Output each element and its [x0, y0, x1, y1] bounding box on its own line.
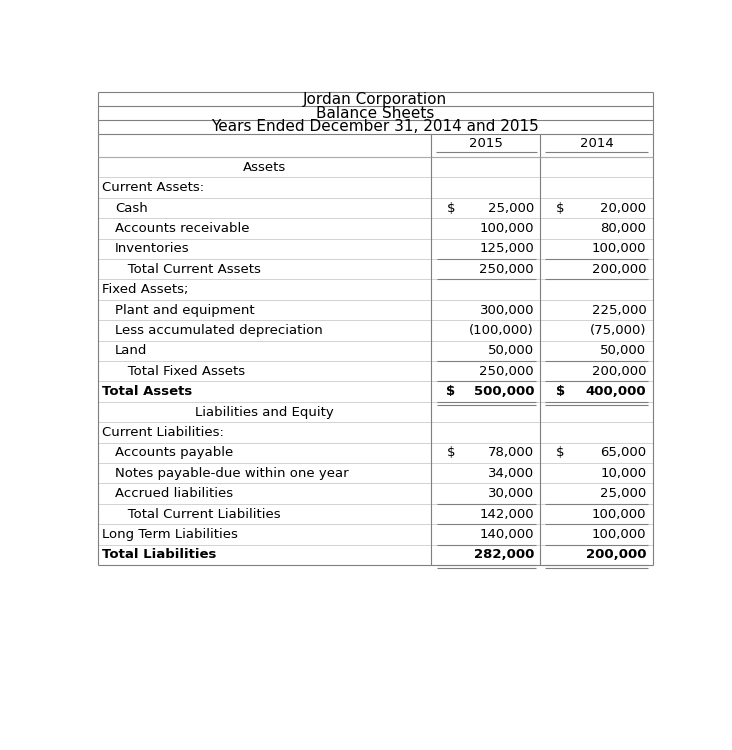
Text: 400,000: 400,000	[586, 386, 646, 398]
Text: Balance Sheets: Balance Sheets	[316, 106, 434, 121]
Text: Long Term Liabilities: Long Term Liabilities	[102, 528, 237, 541]
Text: 100,000: 100,000	[592, 242, 646, 255]
Text: 200,000: 200,000	[592, 262, 646, 276]
Text: Total Assets: Total Assets	[102, 386, 192, 398]
Text: $: $	[556, 386, 565, 398]
Text: $: $	[556, 446, 564, 459]
Text: Total Current Assets: Total Current Assets	[115, 262, 261, 276]
Text: 100,000: 100,000	[479, 222, 534, 235]
Text: Less accumulated depreciation: Less accumulated depreciation	[115, 324, 323, 337]
Text: 140,000: 140,000	[479, 528, 534, 541]
Text: 25,000: 25,000	[488, 202, 534, 214]
Text: Liabilities and Equity: Liabilities and Equity	[195, 406, 334, 418]
Text: Inventories: Inventories	[115, 242, 190, 255]
Text: Accrued liabilities: Accrued liabilities	[115, 488, 233, 500]
Text: 200,000: 200,000	[586, 548, 646, 562]
Text: $: $	[447, 446, 455, 459]
Text: 142,000: 142,000	[479, 508, 534, 520]
Text: 20,000: 20,000	[600, 202, 646, 214]
Text: Assets: Assets	[243, 160, 286, 174]
Text: 80,000: 80,000	[600, 222, 646, 235]
Text: Total Fixed Assets: Total Fixed Assets	[115, 364, 245, 378]
Text: 282,000: 282,000	[474, 548, 534, 562]
Text: 2014: 2014	[580, 137, 613, 151]
Text: 200,000: 200,000	[592, 364, 646, 378]
Text: (100,000): (100,000)	[469, 324, 534, 337]
Text: Fixed Assets;: Fixed Assets;	[102, 283, 188, 296]
Text: $: $	[447, 202, 455, 214]
Text: 125,000: 125,000	[479, 242, 534, 255]
Text: 250,000: 250,000	[479, 364, 534, 378]
Text: 50,000: 50,000	[488, 344, 534, 357]
Text: Current Assets:: Current Assets:	[102, 181, 203, 194]
Text: 10,000: 10,000	[600, 466, 646, 480]
Text: 225,000: 225,000	[591, 304, 646, 316]
Text: 300,000: 300,000	[479, 304, 534, 316]
Text: Cash: Cash	[115, 202, 148, 214]
Text: $: $	[447, 386, 455, 398]
Text: Current Liabilities:: Current Liabilities:	[102, 426, 223, 439]
Text: Jordan Corporation: Jordan Corporation	[303, 92, 447, 106]
Text: Plant and equipment: Plant and equipment	[115, 304, 255, 316]
Text: 78,000: 78,000	[488, 446, 534, 459]
Text: 50,000: 50,000	[600, 344, 646, 357]
Text: Accounts payable: Accounts payable	[115, 446, 233, 459]
Text: 25,000: 25,000	[600, 488, 646, 500]
Text: Accounts receivable: Accounts receivable	[115, 222, 250, 235]
Text: 100,000: 100,000	[592, 508, 646, 520]
Text: (75,000): (75,000)	[590, 324, 646, 337]
Text: Total Liabilities: Total Liabilities	[102, 548, 216, 562]
Text: 65,000: 65,000	[600, 446, 646, 459]
Text: Notes payable-due within one year: Notes payable-due within one year	[115, 466, 348, 480]
Text: 500,000: 500,000	[474, 386, 534, 398]
Text: 2015: 2015	[468, 137, 503, 151]
Text: 250,000: 250,000	[479, 262, 534, 276]
Text: Land: Land	[115, 344, 147, 357]
Text: Total Current Liabilities: Total Current Liabilities	[115, 508, 280, 520]
Text: Years Ended December 31, 2014 and 2015: Years Ended December 31, 2014 and 2015	[212, 119, 539, 134]
Text: 30,000: 30,000	[488, 488, 534, 500]
Text: 34,000: 34,000	[488, 466, 534, 480]
Text: $: $	[556, 202, 564, 214]
Text: 100,000: 100,000	[592, 528, 646, 541]
